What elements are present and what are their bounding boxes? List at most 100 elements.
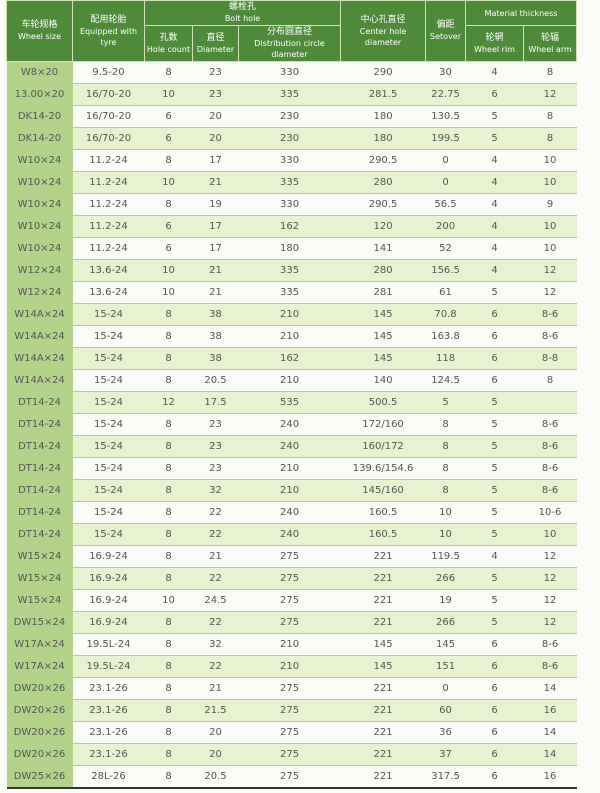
cell-wheel-size: DW25×26 — [6, 765, 73, 789]
cell-hole-count: 8 — [144, 501, 193, 524]
cell-setover: 60 — [425, 699, 466, 722]
cell-wheel-arm: 14 — [523, 677, 577, 700]
cell-wheel-size: W14A×24 — [6, 303, 73, 326]
cell-setover: 5 — [425, 391, 466, 414]
cell-wheel-size: W10×24 — [6, 237, 73, 260]
cell-wheel-rim: 6 — [465, 325, 524, 348]
cell-diameter: 17.5 — [192, 391, 239, 414]
cell-wheel-rim: 6 — [465, 743, 524, 766]
cell-diameter: 20 — [192, 743, 239, 766]
cell-center-hole: 160.5 — [340, 523, 426, 546]
cell-wheel-size: W17A×24 — [6, 655, 73, 678]
cell-hole-count: 8 — [144, 567, 193, 590]
cell-tyre: 15-24 — [72, 391, 145, 414]
cell-wheel-rim: 4 — [465, 171, 524, 194]
cell-center-hole: 145 — [340, 303, 426, 326]
cell-wheel-rim: 6 — [465, 369, 524, 392]
table-row: W14A×24 15-24 8 38 210 145 70.8 6 8-6 — [6, 303, 577, 326]
cell-wheel-arm: 10 — [523, 237, 577, 260]
cell-hole-count: 10 — [144, 171, 193, 194]
cell-hole-count: 8 — [144, 325, 193, 348]
cell-wheel-arm — [523, 391, 577, 414]
cell-wheel-rim: 5 — [465, 457, 524, 480]
header-setover: 偏距 Setover — [425, 0, 467, 62]
cell-distribution: 230 — [238, 127, 341, 150]
cell-wheel-arm: 8-6 — [523, 413, 577, 436]
table-row: W15×24 16.9-24 8 21 275 221 119.5 4 12 — [6, 545, 577, 568]
table-row: W12×24 13.6-24 10 21 335 280 156.5 4 12 — [6, 259, 577, 282]
cell-setover: 8 — [425, 435, 466, 458]
cell-hole-count: 8 — [144, 457, 193, 480]
cell-center-hole: 221 — [340, 743, 426, 766]
cell-wheel-rim: 5 — [465, 281, 524, 304]
cell-hole-count: 8 — [144, 545, 193, 568]
cell-setover: 0 — [425, 677, 466, 700]
cell-hole-count: 8 — [144, 699, 193, 722]
cell-wheel-size: W15×24 — [6, 589, 73, 612]
wheel-spec-table: 车轮规格 Wheel size 配用轮胎 Equipped with tyre 螺栓… — [6, 0, 578, 789]
cell-diameter: 19 — [192, 193, 239, 216]
table-row: DT14-24 15-24 8 22 240 160.5 10 5 10-6 — [6, 501, 577, 524]
cell-distribution: 330 — [238, 61, 341, 84]
table-row: DT14-24 15-24 8 23 240 160/172 8 5 8-6 — [6, 435, 577, 458]
cell-distribution: 240 — [238, 413, 341, 436]
cell-center-hole: 140 — [340, 369, 426, 392]
cell-wheel-size: W10×24 — [6, 193, 73, 216]
cell-distribution: 275 — [238, 721, 341, 744]
cell-center-hole: 221 — [340, 589, 426, 612]
cell-setover: 8 — [425, 457, 466, 480]
cell-distribution: 275 — [238, 765, 341, 789]
cell-distribution: 210 — [238, 633, 341, 656]
table-row: W12×24 13.6-24 10 21 335 281 61 5 12 — [6, 281, 577, 304]
cell-wheel-rim: 4 — [465, 193, 524, 216]
cell-setover: 145 — [425, 633, 466, 656]
cell-center-hole: 160/172 — [340, 435, 426, 458]
cell-tyre: 16.9-24 — [72, 567, 145, 590]
cell-wheel-size: DW20×26 — [6, 743, 73, 766]
cell-wheel-size: DK14-20 — [6, 105, 73, 128]
cell-hole-count: 8 — [144, 677, 193, 700]
table-row: DW20×26 23.1-26 8 21.5 275 221 60 6 16 — [6, 699, 577, 722]
cell-center-hole: 280 — [340, 259, 426, 282]
cell-distribution: 240 — [238, 501, 341, 524]
header-wheel-rim: 轮辋 Wheel rim — [465, 25, 525, 62]
cell-diameter: 38 — [192, 303, 239, 326]
cell-diameter: 22 — [192, 611, 239, 634]
cell-center-hole: 221 — [340, 545, 426, 568]
cell-setover: 22.75 — [425, 83, 466, 106]
cell-distribution: 275 — [238, 743, 341, 766]
cell-hole-count: 8 — [144, 655, 193, 678]
header-bolt-hole: 螺栓孔 Bolt hole — [143, 0, 342, 26]
table-row: W8×20 9.5-20 8 23 330 290 30 4 8 — [6, 61, 577, 84]
cell-wheel-arm: 8-6 — [523, 303, 577, 326]
cell-diameter: 17 — [192, 149, 239, 172]
table-row: DW25×26 28L-26 8 20.5 275 221 317.5 6 16 — [6, 765, 577, 789]
cell-diameter: 20 — [192, 127, 239, 150]
cell-wheel-arm: 14 — [523, 743, 577, 766]
cell-tyre: 16.9-24 — [72, 589, 145, 612]
cell-wheel-rim: 5 — [465, 435, 524, 458]
cell-wheel-size: W15×24 — [6, 567, 73, 590]
cell-wheel-arm: 10 — [523, 171, 577, 194]
table-row: W14A×24 15-24 8 38 162 145 118 6 8-8 — [6, 347, 577, 370]
cell-wheel-size: W12×24 — [6, 259, 73, 282]
cell-center-hole: 290 — [340, 61, 426, 84]
cell-wheel-size: W14A×24 — [6, 325, 73, 348]
cell-setover: 156.5 — [425, 259, 466, 282]
cell-wheel-arm: 10-6 — [523, 501, 577, 524]
cell-wheel-size: DW15×24 — [6, 611, 73, 634]
cell-wheel-rim: 5 — [465, 391, 524, 414]
table-row: W10×24 11.2-24 10 21 335 280 0 4 10 — [6, 171, 577, 194]
cell-hole-count: 8 — [144, 721, 193, 744]
cell-setover: 10 — [425, 501, 466, 524]
cell-setover: 36 — [425, 721, 466, 744]
header-wheel-arm: 轮辐 Wheel arm — [523, 25, 578, 62]
cell-distribution: 210 — [238, 479, 341, 502]
cell-center-hole: 145 — [340, 347, 426, 370]
cell-tyre: 11.2-24 — [72, 215, 145, 238]
cell-wheel-size: DT14-24 — [6, 457, 73, 480]
cell-wheel-size: DT14-24 — [6, 435, 73, 458]
cell-hole-count: 8 — [144, 523, 193, 546]
cell-wheel-size: W14A×24 — [6, 347, 73, 370]
cell-wheel-rim: 5 — [465, 479, 524, 502]
